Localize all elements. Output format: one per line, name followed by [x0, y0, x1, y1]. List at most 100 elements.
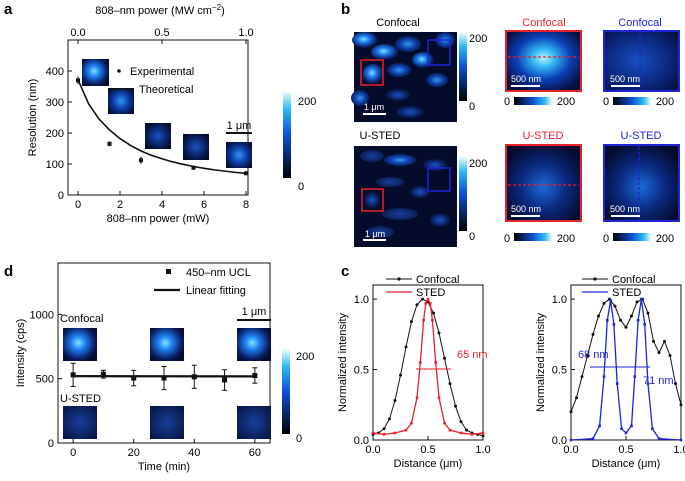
b-hbar1-max: 200 — [557, 96, 575, 108]
c1-confocal-point-11 — [432, 311, 435, 315]
d-legend-ucl-marker — [166, 269, 171, 274]
a-top-tick-label-2: 1.0 — [238, 27, 253, 39]
d-ylabel: Intensity (cps) — [15, 319, 27, 387]
d-point-1 — [100, 371, 106, 377]
c2-xtick-label-0: 0.0 — [563, 444, 578, 456]
c1-axes: 0.0 0.5 1.0 0.0 0.5 1.0 Distance (μm) Normalize… — [337, 294, 491, 470]
c1-confocal-point-7 — [410, 320, 413, 324]
c1-xtick-label-1: 0.5 — [420, 444, 435, 456]
d-colorbar — [282, 350, 290, 434]
c2-ytick-label-2: 1.0 — [552, 294, 567, 306]
b-confocal-image: 1 μm — [351, 32, 457, 122]
a-ytick-label-2: 200 — [46, 128, 64, 140]
c1-sted-point-6 — [419, 361, 422, 364]
c1-ytick-label-2: 1.0 — [354, 294, 369, 306]
panel-label-d: d — [4, 263, 13, 280]
c2-sted-point-7 — [615, 382, 619, 385]
panel-a: a 808–nm power (MW cm−2) 0 2 4 6 8 0 100 200 300… — [4, 1, 316, 225]
d-point-5 — [222, 377, 228, 383]
a-ytick-label-4: 400 — [46, 66, 64, 78]
panel-label-a: a — [4, 1, 13, 18]
c2-confocal-point-12 — [635, 300, 639, 304]
c1-sted-point-12 — [434, 361, 437, 364]
d-usted-label: U-STED — [60, 393, 101, 405]
d-ytick-label-1: 500 — [36, 374, 54, 386]
c1-confocal-point-2 — [382, 427, 386, 431]
c1-xtick-label-0: 0.0 — [365, 444, 380, 456]
c1-sted-point-13 — [437, 396, 441, 400]
a-point-0 — [76, 78, 80, 83]
a-ytick-label-1: 100 — [46, 159, 64, 171]
b-zoom-red-confocal: 500 nm — [505, 30, 582, 92]
d-scalebar-label: 1 μm — [242, 306, 267, 318]
c2-sted-point-8 — [620, 427, 623, 431]
c2-confocal-point-3 — [586, 353, 589, 357]
c1-confocal-point-14 — [448, 382, 452, 386]
d-axes: 0 20 40 60 0 500 1000 Time (min) Intensity (cps) — [15, 309, 261, 473]
a-inset-image-2 — [108, 88, 134, 114]
b-hbar3-max: 200 — [557, 233, 575, 245]
c2-sted-point-15 — [646, 382, 650, 385]
c2-xtick-label-1: 0.5 — [618, 444, 633, 456]
c1-confocal-point-16 — [459, 420, 463, 424]
c1-sted-point-5 — [415, 396, 419, 400]
c1-confocal-point-8 — [415, 303, 419, 307]
b-confocal-scalebar-label: 1 μm — [364, 102, 384, 112]
b-zoom-red-usted: 500 nm — [505, 144, 582, 222]
c2-confocal-point-8 — [613, 304, 617, 308]
c2-sted-point-9 — [624, 431, 628, 435]
a-xtick-label-1: 2 — [117, 199, 123, 211]
b-colorbar-top — [459, 33, 467, 101]
c2-sted-point-18 — [679, 438, 683, 442]
c2-sted-point-4 — [606, 318, 609, 322]
b-zoom-blue-usted: 500 nm — [603, 144, 680, 222]
b-usted-scalebar-label: 1 μm — [365, 229, 385, 239]
c2-confocal-point-2 — [580, 375, 584, 379]
c1-sted-point-1 — [382, 433, 386, 436]
c2-confocal-point-18 — [668, 353, 672, 357]
c2-annotation-right: 71 nm — [643, 375, 674, 387]
c1-legend-sted-label: STED — [416, 287, 445, 299]
a-legend-experimental-label: Experimental — [130, 66, 194, 78]
a-colorbar — [283, 92, 291, 178]
c2-ytick-label-0: 0.0 — [552, 435, 567, 447]
a-plot-frame — [67, 39, 249, 196]
a-xlabel: 808–nm power (mW) — [107, 213, 210, 225]
b-colorbar-bottom-min: 0 — [469, 231, 475, 243]
b-zoom-blue-confocal-title: Confocal — [618, 17, 661, 29]
c2-confocal-point-17 — [663, 339, 666, 343]
b-usted-title: U-STED — [360, 130, 401, 142]
c2-confocal-point-1 — [575, 396, 578, 400]
a-legend-theoretical-label: Theoretical — [139, 84, 193, 96]
a-top-tick-label-1: 0.5 — [154, 27, 169, 39]
c1-plot-frame — [372, 284, 484, 441]
d-xtick-label-3: 60 — [249, 447, 261, 459]
a-marks — [76, 76, 248, 176]
d-point-0 — [70, 372, 76, 378]
b-hbar4-min: 0 — [603, 233, 609, 245]
c2-confocal-point-11 — [630, 314, 633, 318]
c1-sted-point-15 — [448, 428, 452, 432]
b-hbar1-min: 0 — [504, 96, 510, 108]
c1-sted-point-16 — [459, 431, 463, 435]
a-point-3 — [191, 165, 196, 170]
d-colorbar-max: 200 — [296, 351, 314, 363]
a-ytick-label-0: 0 — [58, 190, 64, 202]
c1-sted-point-4 — [410, 421, 413, 425]
d-inset-usted-2 — [150, 406, 184, 439]
c1-confocal-point-15 — [454, 404, 457, 408]
c2-legend-sted-label: STED — [612, 287, 641, 299]
d-legend-fit-label: Linear fitting — [186, 285, 246, 297]
c1-annotation-label: 65 nm — [457, 349, 488, 361]
a-top-axis-label: 808–nm power (MW cm−2) — [95, 3, 225, 17]
c2-sted-point-6 — [612, 323, 616, 326]
d-point-2 — [131, 375, 137, 381]
d-inset-usted-3 — [237, 406, 271, 439]
c2-xtick-label-2: 1.0 — [673, 444, 685, 456]
c1-xtick-label-2: 1.0 — [475, 444, 490, 456]
c2-sted-point-3 — [602, 375, 606, 378]
c1-ytick-label-1: 0.5 — [354, 365, 369, 377]
c2-confocal-point-5 — [597, 314, 600, 318]
c1-confocal-line — [372, 298, 484, 437]
